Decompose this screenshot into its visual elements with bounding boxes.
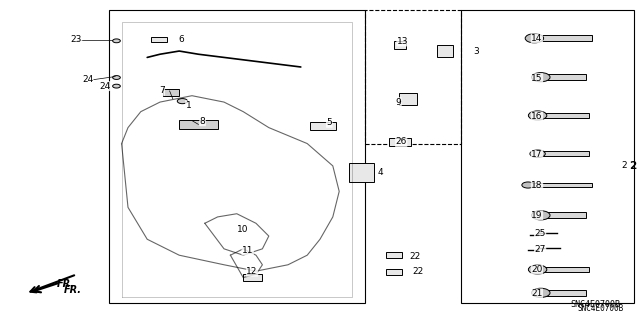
- Bar: [310, 122, 336, 130]
- Bar: [437, 45, 453, 57]
- Text: 1: 1: [186, 101, 191, 110]
- Text: 19: 19: [531, 211, 543, 220]
- Text: 13: 13: [397, 37, 408, 46]
- Bar: [163, 89, 179, 96]
- Text: 17: 17: [531, 150, 543, 159]
- Text: 24: 24: [82, 75, 93, 84]
- Circle shape: [113, 39, 120, 43]
- Text: FR.: FR.: [56, 279, 74, 289]
- Text: 25: 25: [534, 229, 546, 238]
- Bar: [385, 252, 402, 258]
- Bar: [538, 113, 589, 118]
- Text: 26: 26: [396, 137, 407, 146]
- Bar: [541, 212, 586, 218]
- Bar: [528, 183, 592, 187]
- Text: 22: 22: [410, 252, 421, 261]
- Bar: [538, 267, 589, 272]
- Bar: [534, 35, 592, 41]
- Circle shape: [530, 150, 545, 158]
- Text: 11: 11: [242, 246, 253, 255]
- Bar: [541, 290, 586, 296]
- Text: SNC4E0700B: SNC4E0700B: [578, 304, 624, 313]
- Text: 2: 2: [630, 161, 637, 171]
- Text: 14: 14: [531, 34, 543, 43]
- Bar: [243, 274, 262, 281]
- Text: 7: 7: [159, 86, 164, 95]
- Text: 4: 4: [378, 168, 383, 177]
- Circle shape: [113, 84, 120, 88]
- Circle shape: [532, 73, 550, 82]
- Circle shape: [177, 99, 188, 104]
- Bar: [394, 41, 406, 48]
- Circle shape: [532, 288, 550, 297]
- Text: 27: 27: [534, 245, 546, 254]
- Bar: [389, 138, 412, 146]
- Bar: [151, 37, 167, 42]
- Text: 23: 23: [70, 35, 82, 44]
- Circle shape: [529, 265, 547, 274]
- Text: 6: 6: [178, 35, 184, 44]
- Circle shape: [525, 34, 543, 43]
- Bar: [399, 93, 417, 105]
- Circle shape: [113, 76, 120, 79]
- Bar: [538, 151, 589, 156]
- Text: 22: 22: [413, 267, 424, 276]
- Circle shape: [522, 182, 534, 188]
- Text: 21: 21: [531, 289, 543, 298]
- Text: 9: 9: [396, 98, 401, 107]
- Text: 12: 12: [246, 267, 258, 276]
- Text: 8: 8: [200, 117, 205, 126]
- Text: 2: 2: [621, 161, 627, 170]
- Bar: [385, 269, 402, 275]
- Circle shape: [529, 111, 547, 120]
- Text: 3: 3: [474, 47, 479, 56]
- Text: 15: 15: [531, 74, 543, 83]
- Text: 24: 24: [99, 82, 111, 91]
- Text: 16: 16: [531, 112, 543, 121]
- Bar: [179, 120, 218, 129]
- Text: FR.: FR.: [64, 285, 82, 295]
- Bar: [541, 74, 586, 80]
- Circle shape: [532, 211, 550, 220]
- Text: 5: 5: [326, 118, 332, 127]
- Text: SNC4E0700B: SNC4E0700B: [571, 300, 621, 309]
- Bar: [349, 163, 374, 182]
- Text: 10: 10: [237, 225, 248, 234]
- Text: 20: 20: [531, 265, 543, 274]
- Text: 18: 18: [531, 181, 543, 189]
